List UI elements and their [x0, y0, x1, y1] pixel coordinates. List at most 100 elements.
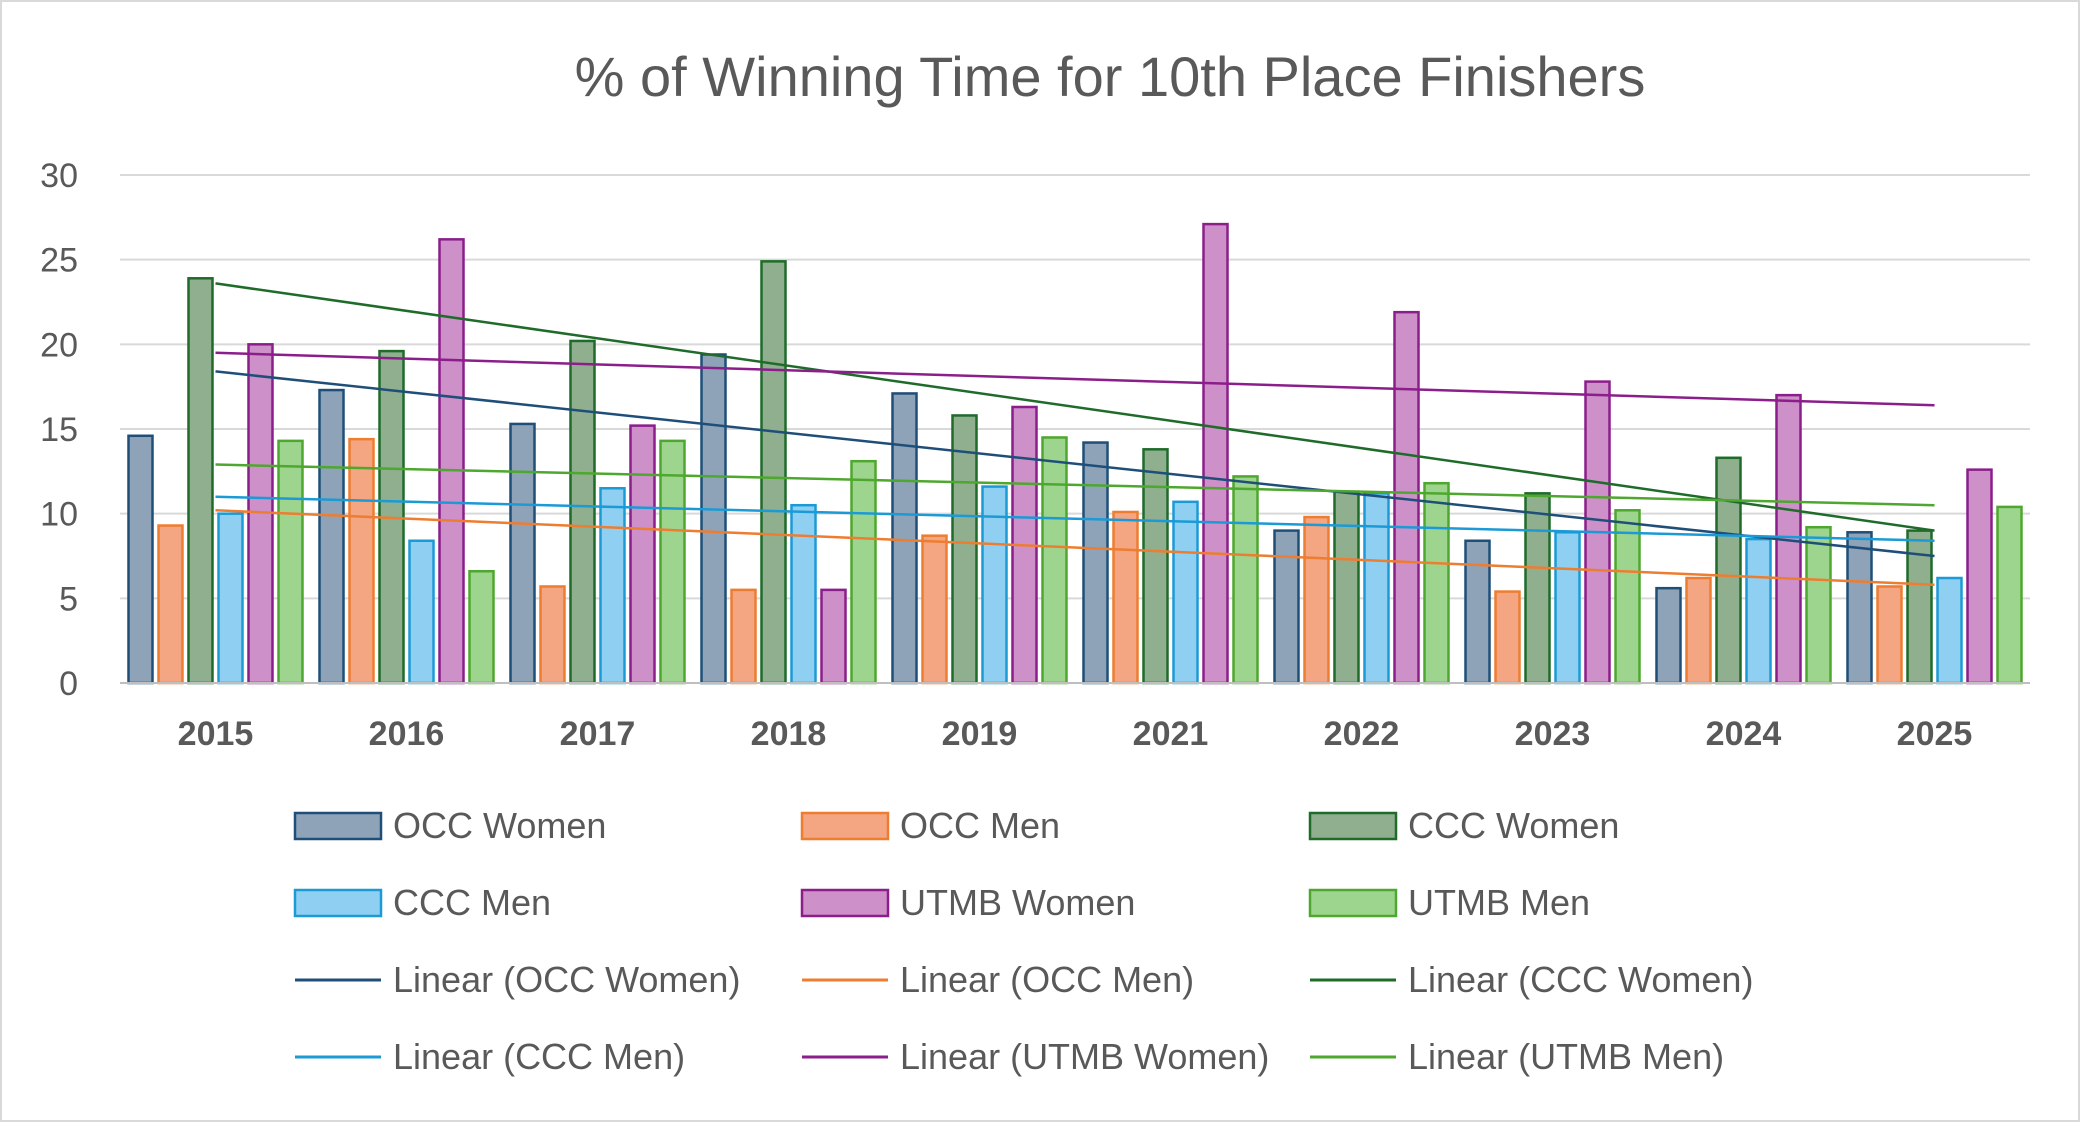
bar-ccc-women-2018 [760, 260, 787, 685]
bar-utmb-men-2017 [659, 439, 686, 685]
bar-ccc-men-2025 [1936, 576, 1963, 685]
bar-occ-women-2022 [1273, 529, 1300, 685]
bar-ccc-men-2016 [408, 539, 435, 685]
trendline-linear-ccc-men [215, 495, 1935, 543]
x-tick-label: 2017 [560, 715, 636, 753]
legend-label: UTMB Men [1408, 882, 1590, 923]
bar-occ-men-2019 [921, 534, 948, 685]
legend-swatch [1308, 811, 1398, 841]
bar-ccc-men-2015 [217, 512, 244, 685]
legend-label: Linear (UTMB Women) [900, 1036, 1269, 1077]
legend-swatch [293, 811, 383, 841]
bar-ccc-women-2019 [951, 414, 978, 685]
bar-occ-men-2021 [1112, 510, 1139, 685]
legend-label: Linear (CCC Women) [1408, 959, 1753, 1000]
legend-item: CCC Men [293, 882, 551, 923]
x-tick-label: 2021 [1133, 715, 1209, 753]
trendline-linear-occ-men [215, 509, 1935, 587]
legend-label: CCC Men [393, 882, 551, 923]
legend-item: Linear (UTMB Women) [802, 1036, 1269, 1077]
x-tick-label: 2025 [1897, 715, 1973, 753]
legend-label: CCC Women [1408, 805, 1619, 846]
bar-occ-women-2019 [891, 392, 918, 685]
bar-occ-women-2021 [1082, 441, 1109, 685]
legend-item: OCC Men [800, 805, 1060, 846]
bar-ccc-women-2015 [187, 277, 214, 685]
bar-utmb-women-2016 [438, 238, 465, 685]
y-tick-label: 0 [59, 665, 78, 703]
bar-ccc-women-2021 [1142, 448, 1169, 685]
chart-title: % of Winning Time for 10th Place Finishe… [575, 45, 1646, 108]
bar-occ-women-2025 [1846, 531, 1873, 685]
legend-item: Linear (OCC Women) [295, 959, 740, 1000]
bar-occ-men-2016 [348, 437, 375, 685]
bar-occ-women-2015 [127, 434, 154, 685]
bar-occ-women-2017 [509, 422, 536, 685]
y-tick-label: 10 [40, 496, 78, 534]
bar-ccc-women-2023 [1524, 492, 1551, 685]
legend-label: OCC Men [900, 805, 1060, 846]
trendline-linear-utmb-women [215, 351, 1935, 407]
legend-label: Linear (OCC Women) [393, 959, 740, 1000]
bar-ccc-men-2022 [1363, 492, 1390, 685]
legend-swatch [1308, 888, 1398, 918]
bar-occ-women-2018 [700, 353, 727, 685]
bar-occ-men-2023 [1494, 590, 1521, 685]
bar-ccc-men-2017 [599, 487, 626, 685]
x-tick-label: 2016 [369, 715, 445, 753]
bar-occ-men-2015 [157, 524, 184, 685]
bar-ccc-men-2024 [1745, 537, 1772, 685]
bar-occ-men-2017 [539, 585, 566, 685]
bar-utmb-women-2018 [820, 588, 847, 685]
legend-swatch [800, 888, 890, 918]
bar-layer [127, 222, 2023, 685]
y-tick-label: 25 [40, 242, 78, 280]
trendline-linear-occ-women [215, 370, 1935, 558]
trend-layer [215, 282, 1935, 587]
bar-ccc-women-2022 [1333, 490, 1360, 685]
x-tick-label: 2023 [1515, 715, 1591, 753]
bar-utmb-men-2021 [1232, 475, 1259, 685]
bar-ccc-men-2023 [1554, 531, 1581, 685]
bar-utmb-women-2017 [629, 424, 656, 685]
legend-item: Linear (OCC Men) [802, 959, 1194, 1000]
bar-utmb-women-2021 [1202, 222, 1229, 685]
y-tick-label: 5 [59, 580, 78, 618]
bar-utmb-men-2024 [1805, 525, 1832, 685]
trendline-linear-utmb-men [215, 463, 1935, 507]
bar-occ-women-2024 [1655, 586, 1682, 685]
bar-occ-women-2016 [318, 388, 345, 685]
bar-utmb-men-2025 [1996, 505, 2023, 685]
bar-ccc-women-2017 [569, 339, 596, 685]
bar-ccc-men-2021 [1172, 500, 1199, 685]
bar-occ-women-2023 [1464, 539, 1491, 685]
bar-utmb-men-2015 [277, 439, 304, 685]
legend-label: OCC Women [393, 805, 606, 846]
legend-swatch [293, 888, 383, 918]
legend-label: Linear (OCC Men) [900, 959, 1194, 1000]
legend-item: OCC Women [293, 805, 606, 846]
y-tick-label: 30 [40, 157, 78, 195]
legend-swatch [800, 811, 890, 841]
legend-label: UTMB Women [900, 882, 1135, 923]
legend-item: CCC Women [1308, 805, 1619, 846]
legend-item: UTMB Men [1308, 882, 1590, 923]
bar-utmb-men-2016 [468, 569, 495, 685]
legend-item: Linear (UTMB Men) [1310, 1036, 1724, 1077]
bar-ccc-men-2018 [790, 503, 817, 685]
trendline-linear-ccc-women [215, 282, 1935, 532]
x-tick-label: 2024 [1706, 715, 1782, 753]
y-tick-label: 20 [40, 326, 78, 364]
legend-item: Linear (CCC Women) [1310, 959, 1753, 1000]
bar-utmb-men-2019 [1041, 436, 1068, 685]
legend-label: Linear (CCC Men) [393, 1036, 685, 1077]
legend-item: Linear (CCC Men) [295, 1036, 685, 1077]
legend-item: UTMB Women [800, 882, 1135, 923]
legend: OCC Women OCC Men CCC Women CCC Men UTMB Wom… [293, 805, 1753, 1077]
bar-occ-men-2025 [1876, 585, 1903, 685]
bar-ccc-women-2024 [1715, 456, 1742, 685]
bar-utmb-men-2022 [1423, 481, 1450, 685]
